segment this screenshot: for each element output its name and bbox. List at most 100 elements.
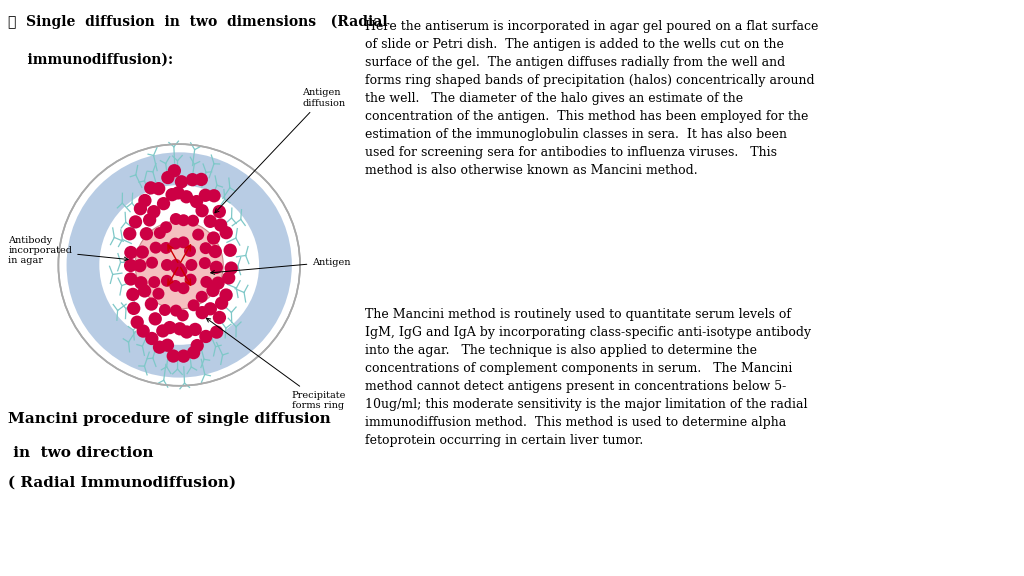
Ellipse shape [144, 297, 158, 310]
Ellipse shape [187, 300, 200, 311]
Ellipse shape [184, 274, 197, 286]
Ellipse shape [223, 244, 237, 257]
Ellipse shape [169, 237, 181, 249]
Ellipse shape [127, 302, 140, 315]
Ellipse shape [153, 340, 166, 354]
Ellipse shape [161, 259, 173, 271]
Ellipse shape [160, 221, 172, 233]
Ellipse shape [185, 259, 198, 271]
Ellipse shape [173, 322, 186, 335]
Ellipse shape [133, 259, 146, 272]
Ellipse shape [129, 215, 142, 229]
Ellipse shape [166, 188, 179, 202]
Text: immunodiffusion):: immunodiffusion): [8, 53, 173, 67]
Ellipse shape [187, 346, 201, 359]
Ellipse shape [204, 302, 217, 316]
Ellipse shape [172, 265, 183, 276]
Ellipse shape [207, 232, 220, 245]
Ellipse shape [135, 245, 148, 259]
Ellipse shape [170, 305, 182, 317]
Ellipse shape [124, 246, 137, 259]
Ellipse shape [154, 227, 166, 239]
Ellipse shape [213, 311, 226, 324]
Ellipse shape [177, 309, 188, 321]
Ellipse shape [180, 325, 194, 339]
Ellipse shape [138, 285, 152, 298]
Text: Antigen: Antigen [211, 257, 351, 274]
Text: ❖  Single  diffusion  in  two  dimensions   (Radial: ❖ Single diffusion in two dimensions (Ra… [8, 14, 388, 29]
Ellipse shape [124, 259, 137, 272]
Ellipse shape [201, 276, 212, 288]
Ellipse shape [196, 291, 208, 303]
Ellipse shape [210, 261, 223, 274]
Ellipse shape [219, 226, 232, 239]
Ellipse shape [159, 304, 171, 316]
Text: Mancini procedure of single diffusion: Mancini procedure of single diffusion [8, 412, 331, 426]
Ellipse shape [156, 324, 169, 338]
Ellipse shape [224, 262, 238, 275]
Ellipse shape [188, 323, 202, 336]
Ellipse shape [168, 164, 181, 177]
Ellipse shape [193, 229, 204, 241]
Text: Here the antiserum is incorporated in agar gel poured on a flat surface
of slide: Here the antiserum is incorporated in ag… [365, 20, 818, 177]
Text: in  two direction: in two direction [8, 446, 154, 460]
Ellipse shape [184, 245, 196, 257]
Ellipse shape [200, 242, 212, 254]
Ellipse shape [138, 194, 152, 207]
Ellipse shape [123, 227, 136, 240]
Ellipse shape [200, 330, 213, 343]
Ellipse shape [222, 271, 236, 285]
Ellipse shape [148, 312, 162, 325]
Ellipse shape [161, 171, 174, 184]
Ellipse shape [161, 339, 174, 352]
Ellipse shape [207, 284, 220, 297]
Ellipse shape [58, 144, 300, 386]
Ellipse shape [153, 287, 165, 300]
Ellipse shape [147, 205, 161, 218]
Ellipse shape [207, 189, 220, 202]
Ellipse shape [199, 257, 211, 269]
Ellipse shape [211, 276, 224, 290]
Ellipse shape [209, 245, 222, 258]
Ellipse shape [177, 350, 190, 363]
Text: ( Radial Immunodiffusion): ( Radial Immunodiffusion) [8, 475, 237, 489]
Ellipse shape [169, 280, 181, 292]
Ellipse shape [219, 289, 232, 302]
Ellipse shape [152, 182, 165, 195]
Ellipse shape [134, 276, 147, 290]
Ellipse shape [124, 272, 137, 286]
Ellipse shape [170, 259, 181, 270]
Ellipse shape [146, 257, 158, 268]
Text: The Mancini method is routinely used to quantitate serum levels of
IgM, IgG and : The Mancini method is routinely used to … [365, 308, 811, 447]
Ellipse shape [163, 321, 176, 334]
Ellipse shape [134, 202, 147, 215]
Ellipse shape [160, 242, 172, 254]
Ellipse shape [167, 350, 180, 363]
Ellipse shape [144, 181, 158, 195]
Ellipse shape [150, 242, 162, 253]
Ellipse shape [161, 275, 173, 287]
Ellipse shape [187, 215, 199, 227]
Ellipse shape [139, 227, 153, 240]
Ellipse shape [170, 262, 181, 273]
Ellipse shape [210, 325, 223, 339]
Ellipse shape [189, 195, 203, 209]
Text: Antigen
diffusion: Antigen diffusion [215, 88, 345, 213]
Ellipse shape [177, 282, 189, 294]
Ellipse shape [204, 215, 217, 228]
Ellipse shape [180, 190, 194, 203]
Ellipse shape [126, 288, 139, 301]
Ellipse shape [177, 236, 189, 248]
Ellipse shape [215, 297, 228, 310]
Ellipse shape [99, 185, 259, 345]
Ellipse shape [214, 218, 227, 232]
Ellipse shape [174, 263, 185, 274]
Ellipse shape [196, 306, 209, 319]
Ellipse shape [176, 266, 187, 277]
Ellipse shape [190, 339, 204, 353]
Ellipse shape [213, 205, 226, 218]
Ellipse shape [199, 188, 212, 202]
Ellipse shape [186, 173, 200, 187]
Ellipse shape [148, 276, 160, 288]
Ellipse shape [170, 213, 182, 225]
